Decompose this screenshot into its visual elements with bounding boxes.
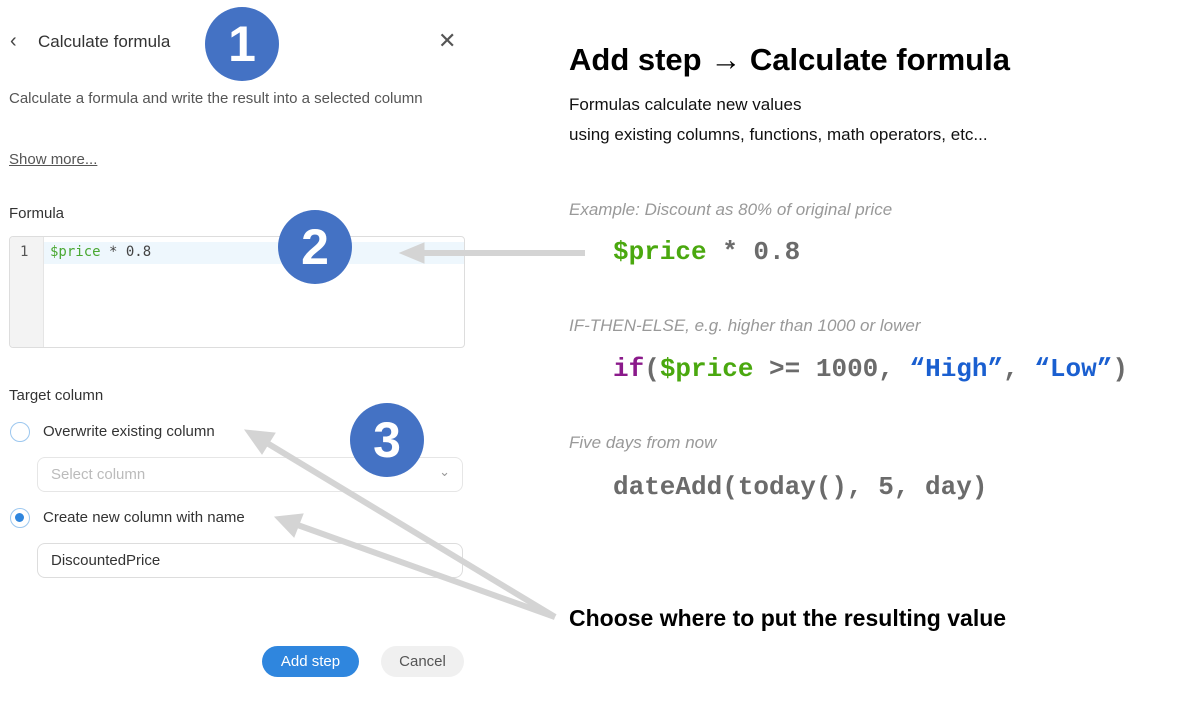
arrow-head-overwrite (243, 429, 276, 455)
arrow-new (290, 520, 557, 620)
formula-rest: * 0.8 (100, 244, 152, 260)
select-placeholder: Select column (51, 466, 146, 483)
code-var: $price (659, 354, 754, 384)
help-subtitle-line-1: Formulas calculate new values (569, 95, 802, 114)
code-comparison: >= 1000, (753, 354, 910, 384)
step-badge-1: 1 (205, 7, 279, 81)
formula-label: Formula (9, 205, 65, 222)
code-string-low: “Low” (1034, 354, 1113, 384)
line-gutter (10, 237, 44, 347)
arrow-overwrite (260, 437, 557, 620)
formula-code: $price * 0.8 (50, 244, 151, 260)
code-comma: , (1003, 354, 1035, 384)
example-1-caption: Example: Discount as 80% of original pri… (569, 200, 893, 219)
new-column-radio[interactable] (10, 508, 30, 528)
panel-title: Calculate formula (38, 32, 171, 51)
new-column-value: DiscountedPrice (51, 552, 161, 569)
close-icon[interactable]: ✕ (438, 28, 457, 53)
add-step-button[interactable]: Add step (262, 646, 359, 677)
example-2-code: if($price >= 1000, “High”, “Low”) (613, 354, 1128, 384)
code-string-high: “High” (909, 354, 1004, 384)
chevron-down-icon: ⌄ (439, 464, 450, 479)
new-column-label[interactable]: Create new column with name (43, 509, 245, 526)
choose-target-note: Choose where to put the resulting value (569, 605, 1007, 631)
overwrite-label[interactable]: Overwrite existing column (43, 423, 215, 440)
example-1-var: $price (613, 237, 707, 267)
back-icon[interactable]: ‹ (10, 30, 17, 52)
line-number: 1 (20, 244, 29, 260)
example-3-caption: Five days from now (569, 433, 717, 452)
example-1-rest: * 0.8 (706, 237, 801, 267)
example-3-code: dateAdd(today(), 5, day) (613, 472, 988, 502)
help-heading: Add step → Calculate formula (569, 42, 1010, 77)
help-subtitle: Formulas calculate new values using exist… (569, 90, 988, 150)
code-paren: ( (644, 354, 660, 384)
formula-var: $price (50, 244, 101, 260)
target-column-label: Target column (9, 387, 104, 404)
cancel-button[interactable]: Cancel (381, 646, 464, 677)
overwrite-radio[interactable] (10, 422, 30, 442)
step-badge-2: 2 (278, 210, 352, 284)
arrow-head-formula (398, 242, 425, 264)
help-subtitle-line-2: using existing columns, functions, math … (569, 125, 988, 144)
select-column-dropdown[interactable]: Select column ⌄ (37, 457, 463, 492)
code-if-keyword: if (613, 354, 645, 384)
example-2-caption: IF-THEN-ELSE, e.g. higher than 1000 or l… (569, 316, 921, 335)
panel-description: Calculate a formula and write the result… (9, 90, 423, 107)
example-1-code: $price * 0.8 (613, 237, 800, 267)
code-paren-close: ) (1112, 354, 1128, 384)
show-more-link[interactable]: Show more... (9, 151, 98, 168)
arrow-head-new (273, 513, 304, 538)
step-badge-3: 3 (350, 403, 424, 477)
